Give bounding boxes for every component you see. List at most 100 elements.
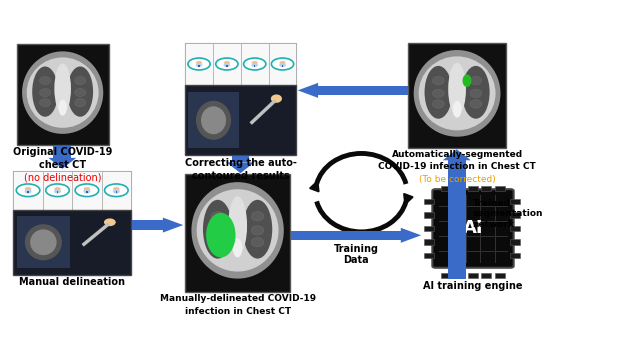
Ellipse shape — [419, 56, 495, 130]
Circle shape — [216, 58, 238, 70]
Polygon shape — [49, 158, 76, 169]
Bar — [424, 239, 433, 244]
Circle shape — [280, 61, 285, 64]
Bar — [116, 191, 117, 193]
Bar — [17, 44, 109, 145]
Bar — [511, 212, 520, 218]
Bar — [495, 273, 505, 278]
Text: Trained
segmentation
network: Trained segmentation network — [473, 199, 543, 229]
Bar — [226, 65, 228, 66]
Bar — [13, 210, 131, 275]
Circle shape — [25, 187, 31, 191]
Circle shape — [271, 58, 294, 70]
Ellipse shape — [201, 106, 226, 134]
Ellipse shape — [243, 200, 272, 258]
Ellipse shape — [211, 226, 224, 235]
Polygon shape — [298, 83, 318, 98]
Ellipse shape — [233, 239, 243, 257]
Ellipse shape — [211, 237, 224, 247]
Bar — [188, 92, 239, 148]
Text: AI: AI — [463, 220, 483, 237]
Circle shape — [244, 58, 266, 70]
Ellipse shape — [54, 189, 61, 194]
Circle shape — [252, 61, 258, 64]
Circle shape — [45, 184, 69, 196]
Bar — [511, 253, 520, 258]
Polygon shape — [318, 86, 408, 95]
Bar — [102, 170, 131, 210]
Bar — [185, 43, 296, 85]
Ellipse shape — [75, 89, 86, 97]
Bar — [424, 199, 433, 204]
Text: Training
Data: Training Data — [333, 244, 379, 265]
Ellipse shape — [104, 218, 116, 226]
Ellipse shape — [30, 229, 56, 255]
Circle shape — [16, 184, 40, 196]
Bar — [468, 186, 478, 191]
Circle shape — [54, 187, 61, 191]
Ellipse shape — [433, 100, 444, 108]
Text: COVID-19 infection in Chest CT: COVID-19 infection in Chest CT — [378, 162, 536, 171]
Ellipse shape — [228, 196, 247, 255]
Ellipse shape — [32, 66, 58, 117]
Ellipse shape — [40, 89, 51, 97]
Bar — [13, 170, 131, 210]
Ellipse shape — [58, 100, 67, 116]
Ellipse shape — [424, 66, 452, 119]
Bar — [495, 186, 505, 191]
Circle shape — [224, 61, 230, 64]
Ellipse shape — [433, 89, 444, 98]
Bar — [282, 65, 284, 66]
Polygon shape — [448, 160, 466, 279]
Bar — [28, 191, 29, 193]
Polygon shape — [53, 146, 71, 158]
Ellipse shape — [252, 211, 264, 221]
Bar — [454, 186, 465, 191]
Polygon shape — [443, 149, 471, 160]
Ellipse shape — [22, 51, 103, 134]
Text: infection in Chest CT: infection in Chest CT — [184, 307, 291, 315]
Bar — [185, 85, 296, 155]
Polygon shape — [227, 162, 255, 173]
Circle shape — [75, 184, 99, 196]
Ellipse shape — [463, 74, 472, 87]
Ellipse shape — [196, 101, 231, 140]
Text: Correcting the auto-: Correcting the auto- — [185, 158, 297, 168]
Ellipse shape — [433, 76, 444, 85]
Ellipse shape — [211, 211, 224, 221]
Ellipse shape — [25, 224, 62, 260]
FancyBboxPatch shape — [433, 189, 514, 268]
Bar — [481, 186, 492, 191]
Ellipse shape — [40, 76, 51, 85]
Bar — [241, 43, 269, 85]
Ellipse shape — [24, 189, 31, 194]
Bar — [511, 226, 520, 231]
Ellipse shape — [413, 50, 500, 137]
Ellipse shape — [448, 63, 466, 116]
Bar — [185, 174, 290, 292]
Text: Original COVID-19: Original COVID-19 — [13, 147, 113, 157]
Ellipse shape — [252, 226, 264, 235]
Bar — [511, 239, 520, 244]
Circle shape — [84, 187, 90, 191]
Bar — [86, 191, 88, 193]
Bar — [441, 273, 451, 278]
Ellipse shape — [203, 200, 232, 258]
Text: AI training engine: AI training engine — [423, 281, 523, 291]
Polygon shape — [291, 231, 401, 240]
Ellipse shape — [83, 189, 90, 194]
Circle shape — [113, 187, 120, 191]
Bar — [13, 170, 43, 210]
Circle shape — [188, 58, 210, 70]
Bar — [408, 43, 506, 148]
Ellipse shape — [452, 101, 461, 118]
Text: contoured results: contoured results — [192, 171, 290, 181]
Polygon shape — [163, 218, 183, 233]
Text: Manual delineation: Manual delineation — [19, 277, 125, 287]
Text: Manually-delineated COVID-19: Manually-delineated COVID-19 — [159, 294, 316, 303]
Bar — [198, 65, 200, 66]
Bar — [185, 43, 213, 85]
Ellipse shape — [67, 66, 93, 117]
Bar — [441, 186, 451, 191]
Ellipse shape — [252, 63, 258, 67]
